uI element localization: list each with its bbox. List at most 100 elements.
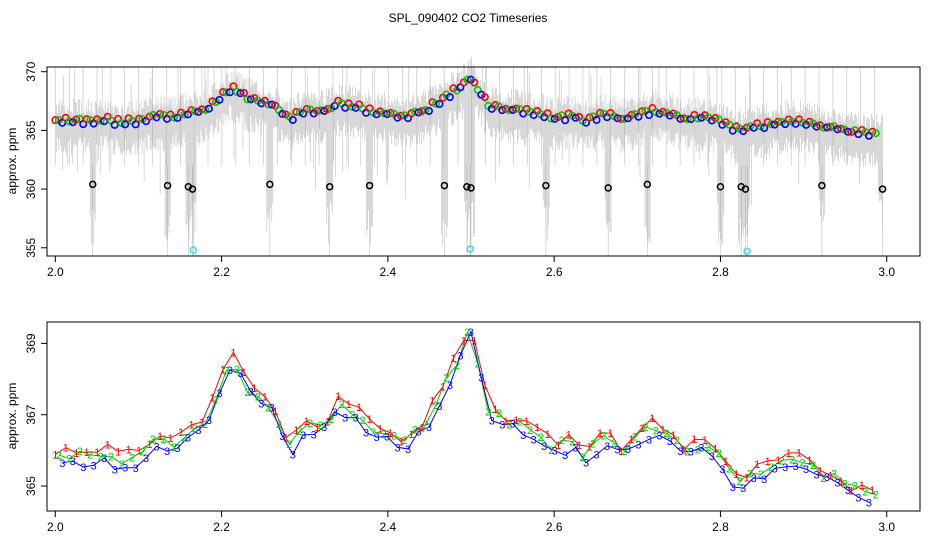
inlet-3-digit-marker: 3 [667, 436, 673, 448]
inlet-1-digit-marker: 1 [387, 428, 393, 440]
inlet-3-digit-marker: 3 [237, 368, 243, 380]
bottom-x-tick-label: 3.0 [878, 520, 895, 534]
inlet-2-digit-marker: 2 [663, 428, 669, 440]
inlet-1-digit-marker: 1 [251, 383, 257, 395]
inlet-2-digit-marker: 2 [213, 395, 219, 407]
top-y-tick-label: 365 [24, 120, 38, 140]
inlet-1-digit-marker: 1 [314, 422, 320, 434]
inlet-3-digit-marker: 3 [154, 441, 160, 453]
inlet-3-point [843, 127, 852, 136]
inlet-1-digit-marker: 1 [670, 430, 676, 442]
bottom-y-label: approx. ppm [5, 383, 19, 450]
inlet-1-digit-marker: 1 [733, 469, 739, 481]
inlet-1-digit-marker: 1 [765, 456, 771, 468]
inlet-1-digit-marker: 1 [618, 446, 624, 458]
inlet-2-digit-marker: 2 [286, 439, 292, 451]
inlet-1-digit-marker: 1 [838, 476, 844, 488]
inlet-2-digit-marker: 2 [161, 434, 167, 446]
inlet-3-digit-marker: 3 [698, 443, 704, 455]
inlet-1-point [826, 122, 835, 131]
inlet-1-digit-marker: 1 [775, 455, 781, 467]
inlet-2-digit-marker: 2 [600, 431, 606, 443]
inlet-1-digit-marker: 1 [754, 459, 760, 471]
top-y-tick-label: 360 [24, 179, 38, 199]
inlet-2-digit-marker: 2 [862, 487, 868, 499]
inlet-3-digit-marker: 3 [269, 403, 275, 415]
inlet-1-digit-marker: 1 [513, 415, 519, 427]
inlet-2-digit-marker: 2 [119, 459, 125, 471]
inlet-2-digit-marker: 2 [223, 366, 229, 378]
inlet-2-point [170, 113, 179, 122]
bottom-axes: 2.0 2.2 2.4 2.6 2.8 3.0 365 367 369 [24, 333, 895, 534]
inlet-3-digit-marker: 3 [227, 365, 233, 377]
inlet-2-digit-marker: 2 [496, 408, 502, 420]
inlet-1-digit-marker: 1 [869, 485, 875, 497]
inlet-2-digit-marker: 2 [820, 473, 826, 485]
inlet-3-digit-marker: 3 [436, 401, 442, 413]
inlet-3-digit-marker: 3 [300, 430, 306, 442]
inlet-1-point [156, 109, 165, 118]
inlet-1-point [470, 78, 479, 87]
inlet-1-digit-marker: 1 [84, 447, 90, 459]
inlet-1-digit-marker: 1 [398, 437, 404, 449]
inlet-2-digit-marker: 2 [349, 410, 355, 422]
inlet-3-point [278, 109, 287, 118]
inlet-2-digit-marker: 2 [548, 445, 554, 457]
inlet-2-digit-marker: 2 [360, 415, 366, 427]
inlet-2-digit-marker: 2 [684, 447, 690, 459]
calibration-355-point [466, 245, 474, 253]
inlet-2-digit-marker: 2 [747, 468, 753, 480]
inlet-1-point [585, 113, 594, 122]
inlet-2-digit-marker: 2 [695, 445, 701, 457]
inlet-3-digit-marker: 3 [332, 407, 338, 419]
bottom-y-tick-label: 367 [24, 404, 38, 424]
inlet-2-point [767, 120, 776, 129]
inlet-2-digit-marker: 2 [726, 464, 732, 476]
inlet-2-digit-marker: 2 [307, 418, 313, 430]
calibration-360-point [163, 181, 172, 190]
inlet-3-digit-marker: 3 [594, 450, 600, 462]
inlet-3-digit-marker: 3 [80, 462, 86, 474]
inlet-2-digit-marker: 2 [737, 476, 743, 488]
inlet-3-digit-marker: 3 [489, 416, 495, 428]
inlet-2-digit-marker: 2 [66, 454, 72, 466]
inlet-3-digit-marker: 3 [520, 430, 526, 442]
calibration-360-point [88, 180, 97, 189]
inlet-3-digit-marker: 3 [845, 485, 851, 497]
inlet-3-digit-marker: 3 [112, 464, 118, 476]
calibration-360-point [741, 185, 750, 193]
inlet-2-digit-marker: 2 [98, 451, 104, 463]
inlet-2-point [190, 107, 199, 116]
calibration-360-point [542, 181, 550, 190]
inlet-3-digit-marker: 3 [457, 350, 463, 362]
inlet-3-digit-marker: 3 [290, 449, 296, 461]
inlet-1-digit-marker: 1 [639, 423, 645, 435]
bottom-y-tick-label: 369 [24, 333, 38, 353]
inlet-2-digit-marker: 2 [443, 372, 449, 384]
inlet-1-digit-marker: 1 [199, 417, 205, 429]
inlet-2-digit-marker: 2 [653, 426, 659, 438]
inlet-3-point [760, 123, 769, 132]
inlet-2-digit-marker: 2 [401, 435, 407, 447]
inlet-3-point [110, 120, 119, 129]
inlet-3-digit-marker: 3 [384, 432, 390, 444]
inlet-1-digit-marker: 1 [848, 486, 854, 498]
inlet-3-point [288, 115, 297, 124]
inlet-2-trend-line [58, 330, 877, 496]
inlet-1-digit-marker: 1 [660, 424, 666, 436]
inlet-2-digit-marker: 2 [77, 446, 83, 458]
inlet-3-digit-marker: 3 [478, 373, 484, 385]
inlet-3-digit-marker: 3 [248, 387, 254, 399]
calibration-360-point [716, 182, 725, 191]
inlet-2-digit-marker: 2 [150, 434, 156, 446]
inlet-1-point [627, 110, 636, 119]
calibration-355-point [189, 246, 198, 254]
inlet-1-digit-marker: 1 [356, 402, 362, 414]
inlet-1-point [208, 97, 217, 106]
inlet-2-digit-marker: 2 [318, 420, 324, 432]
inlet-1-digit-marker: 1 [283, 433, 289, 445]
top-x-tick-label: 2.2 [213, 265, 230, 279]
inlet-3-digit-marker: 3 [583, 458, 589, 470]
inlet-1-digit-marker: 1 [94, 447, 100, 459]
inlet-3-digit-marker: 3 [814, 470, 820, 482]
